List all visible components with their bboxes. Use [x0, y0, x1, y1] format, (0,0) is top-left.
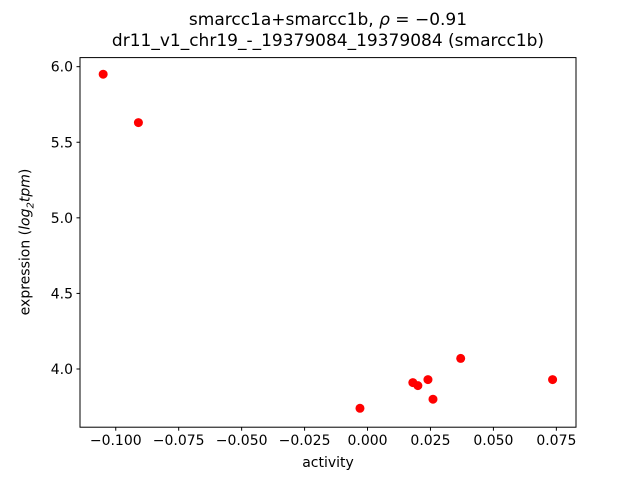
data-point	[413, 381, 423, 391]
data-point	[355, 403, 365, 413]
data-point	[423, 375, 433, 385]
x-tick-label: 0.075	[536, 433, 576, 449]
y-tick-label: 5.0	[51, 211, 73, 227]
x-tick-label: −0.050	[216, 433, 268, 449]
x-tick-label: 0.000	[347, 433, 387, 449]
axes-box	[79, 57, 577, 428]
data-point	[428, 394, 438, 404]
data-point	[133, 118, 143, 128]
x-axis-label: activity	[302, 455, 354, 471]
y-tick-label: 5.5	[51, 135, 73, 151]
x-tick-label: 0.025	[410, 433, 450, 449]
chart-title: smarcc1a+smarcc1b, ρ = −0.91 dr11_v1_chr…	[80, 10, 576, 52]
title-gene-names: smarcc1a+smarcc1b,	[188, 10, 380, 30]
data-point	[456, 353, 466, 363]
x-tick-label: −0.025	[279, 433, 331, 449]
y-tick-label: 6.0	[51, 60, 73, 76]
x-tick-label: 0.050	[473, 433, 513, 449]
chart-title-line1: smarcc1a+smarcc1b, ρ = −0.91	[80, 10, 576, 31]
data-point	[98, 69, 108, 79]
rho-symbol: ρ	[379, 10, 390, 30]
y-tick-label: 4.0	[51, 362, 73, 378]
x-tick-label: −0.100	[90, 433, 142, 449]
data-point	[548, 375, 558, 385]
chart-subtitle: dr11_v1_chr19_-_19379084_19379084 (smarc…	[111, 31, 545, 51]
x-tick-label: −0.075	[153, 433, 205, 449]
rho-value: = −0.91	[389, 10, 468, 30]
y-tick-label: 4.5	[51, 286, 73, 302]
